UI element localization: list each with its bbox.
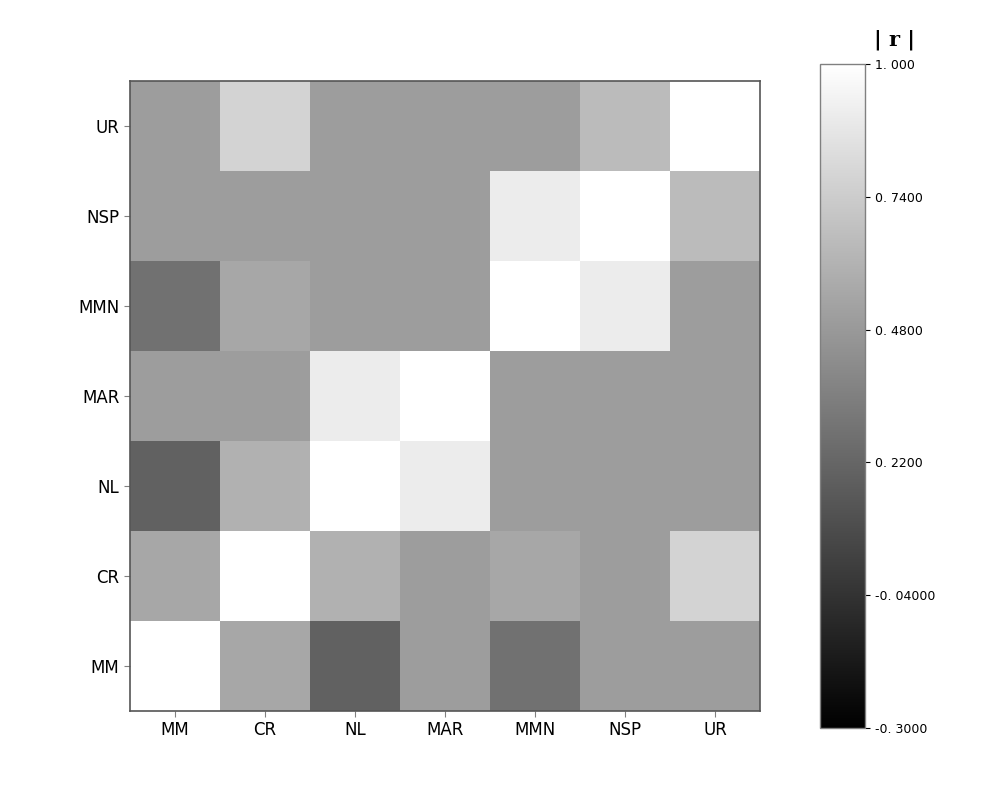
Text: | r |: | r | [874, 30, 916, 50]
